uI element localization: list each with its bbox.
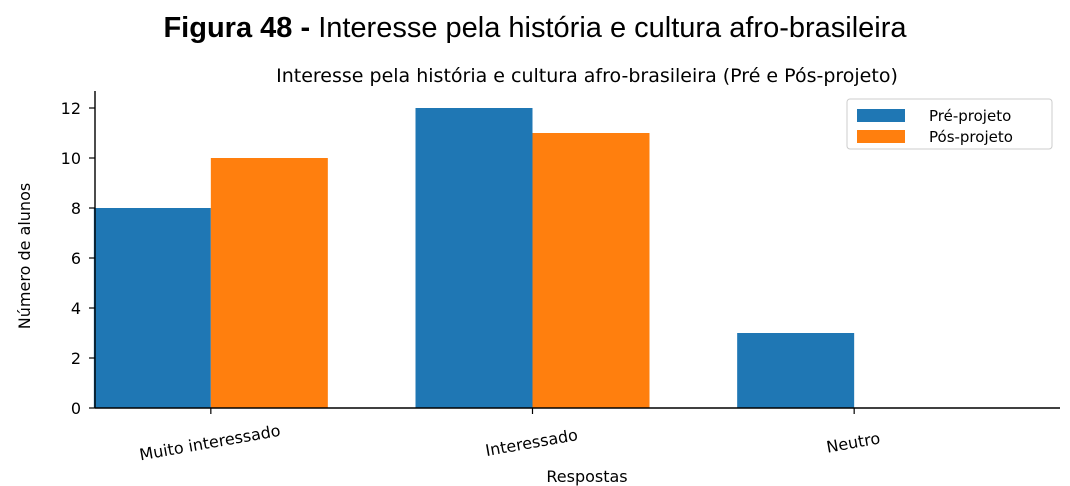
figure-caption-label: Figura 48 -: [163, 12, 311, 44]
bar-pr-projeto-0: [93, 208, 211, 408]
figure-caption: Figura 48 - Interesse pela história e cu…: [0, 12, 1070, 45]
y-tick-label: 8: [71, 199, 81, 218]
x-tick-label: Interessado: [484, 425, 579, 460]
y-tick-label: 6: [71, 249, 81, 268]
figure-caption-text: Interesse pela história e cultura afro-b…: [318, 12, 907, 44]
y-tick-label: 2: [71, 349, 81, 368]
x-tick-label: Muito interessado: [138, 421, 282, 464]
legend: Pré-projeto Pós-projeto: [846, 98, 1053, 150]
bars-group: [93, 108, 855, 408]
y-tick-label: 0: [71, 399, 81, 418]
x-axis-label: Respostas: [546, 467, 627, 486]
bar-pr-projeto-1: [415, 108, 533, 408]
legend-swatch: [857, 109, 905, 122]
bar-p-s-projeto-0: [210, 158, 328, 408]
chart-title: Interesse pela história e cultura afro-b…: [276, 65, 898, 87]
y-tick-label: 12: [61, 99, 81, 118]
y-tick-label: 10: [61, 149, 81, 168]
x-tick-label: Neutro: [825, 429, 882, 457]
bar-pr-projeto-2: [737, 333, 855, 408]
bar-p-s-projeto-1: [532, 133, 650, 408]
legend-label: Pós-projeto: [929, 128, 1013, 146]
legend-swatch: [857, 130, 905, 143]
y-tick-label: 4: [71, 299, 81, 318]
legend-label: Pré-projeto: [929, 107, 1011, 125]
y-axis-label: Número de alunos: [15, 183, 34, 329]
